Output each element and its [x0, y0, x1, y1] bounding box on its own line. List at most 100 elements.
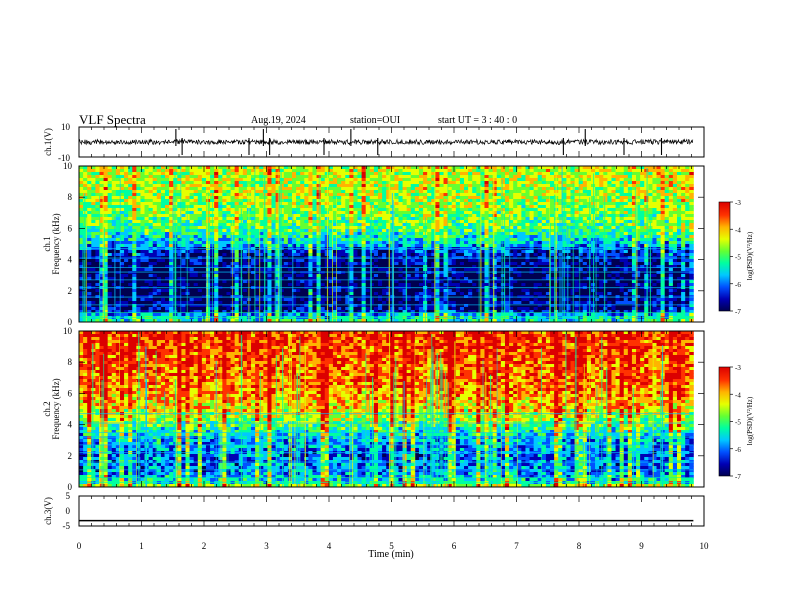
spectrogram-cell [427, 253, 432, 257]
spectrogram-cell [644, 253, 649, 257]
spectrogram-cell [218, 193, 223, 197]
spectrogram-cell [640, 250, 645, 254]
spectrogram-cell [492, 193, 498, 197]
spectrogram-cell [676, 187, 682, 191]
spectrogram-cell [672, 166, 678, 170]
spectrogram-cell [87, 229, 92, 233]
spectrogram-cell [529, 181, 535, 185]
spectrogram-cell [406, 232, 412, 236]
spectrogram-cell [427, 214, 432, 218]
spectrogram-cell [615, 193, 621, 197]
spectrogram-cell [287, 202, 293, 206]
spectrogram-cell [390, 178, 395, 182]
spectrogram-cell [504, 217, 510, 221]
spectrogram-cell [513, 178, 518, 182]
spectrogram-cell [488, 232, 494, 236]
spectrogram-cell [468, 226, 473, 230]
spectrogram-cell [296, 211, 301, 215]
spectrogram-cell [435, 178, 440, 182]
spectrogram-cell [287, 193, 293, 197]
spectrogram-cell [664, 211, 670, 215]
spectrogram-cell [361, 172, 367, 176]
spectrogram-cell [394, 184, 399, 188]
spectrogram-cell [607, 214, 612, 218]
spectrogram-cell [91, 223, 96, 227]
spectrogram-cell [308, 238, 313, 242]
spectrogram-cell [394, 235, 399, 239]
spectrogram-cell [545, 217, 551, 221]
spectrogram-cell [99, 250, 104, 254]
spectrogram-cell [636, 178, 641, 182]
spectrogram-cell [451, 244, 457, 248]
spectrogram-cell [165, 217, 170, 221]
spectrogram-cell [418, 199, 424, 203]
spectrogram-cell [378, 175, 383, 179]
spectrogram-cell [644, 235, 649, 239]
spectrogram-cell [627, 178, 633, 182]
spectrogram-cell [300, 217, 305, 221]
spectrogram-cell [418, 181, 424, 185]
spectrogram-cell [361, 223, 367, 227]
spectrogram-cell [681, 259, 686, 263]
spectrogram-cell [279, 259, 285, 263]
spectrogram-cell [443, 199, 449, 203]
spectrogram-cell [119, 244, 125, 248]
spectrogram-cell [631, 244, 637, 248]
spectrogram-cell [91, 196, 96, 200]
spectrogram-cell [681, 220, 686, 224]
spectrogram-cell [95, 187, 100, 191]
spectrogram-cell [644, 229, 649, 233]
spectrogram-cell [676, 190, 682, 194]
spectrogram-cell [468, 187, 473, 191]
spectrogram-cell [480, 241, 485, 245]
spectrogram-cell [525, 223, 530, 227]
spectrogram-cell [246, 169, 252, 173]
spectrogram-cell [455, 190, 461, 194]
spectrogram-cell [406, 187, 412, 191]
spectrogram-cell [398, 235, 403, 239]
spectrogram-cell [513, 235, 518, 239]
spectrogram-cell [79, 220, 84, 224]
spectrogram-cell [455, 169, 461, 173]
spectrogram-cell [386, 253, 391, 257]
spectrogram-cell [267, 262, 272, 266]
spectrogram-cell [644, 259, 649, 263]
spectrogram-cell [398, 259, 403, 263]
spectrogram-cell [541, 166, 547, 170]
spectrogram-cell [447, 223, 453, 227]
spectrogram-cell [488, 229, 494, 233]
spectrogram-cell [189, 244, 195, 248]
spectrogram-cell [652, 178, 657, 182]
spectrogram-cell [607, 178, 612, 182]
spectrogram-cell [238, 166, 244, 170]
spectrogram-cell [144, 217, 150, 221]
spectrogram-cell [156, 178, 162, 182]
spectrogram-cell [574, 190, 580, 194]
spectrogram-cell [197, 166, 203, 170]
spectrogram-cell [353, 262, 358, 266]
spectrogram-cell [533, 232, 539, 236]
spectrogram-cell [414, 220, 420, 224]
spectrogram-cell [95, 175, 100, 179]
spectrogram-cell [382, 226, 387, 230]
spectrogram-cell [328, 244, 334, 248]
spectrogram-cell [484, 223, 489, 227]
spectrogram-cell [308, 229, 313, 233]
spectrogram-cell [447, 196, 453, 200]
spectrogram-cell [676, 250, 682, 254]
spectrogram-cell [156, 196, 162, 200]
spectrogram-cell [222, 187, 227, 191]
spectrogram-cell [111, 187, 117, 191]
spectrogram-cell [672, 238, 678, 242]
spectrogram-cell [156, 202, 162, 206]
spectrogram-cell [349, 214, 354, 218]
spectrogram-cell [488, 190, 494, 194]
spectrogram-cell [648, 190, 653, 194]
spectrogram-cell [644, 181, 649, 185]
spectrogram-cell [410, 184, 416, 188]
spectrogram-cell [316, 166, 322, 170]
spectrogram-cell [152, 208, 158, 212]
spectrogram-cell [619, 229, 625, 233]
spectrogram-cell [132, 253, 137, 257]
spectrogram-cell [124, 250, 129, 254]
